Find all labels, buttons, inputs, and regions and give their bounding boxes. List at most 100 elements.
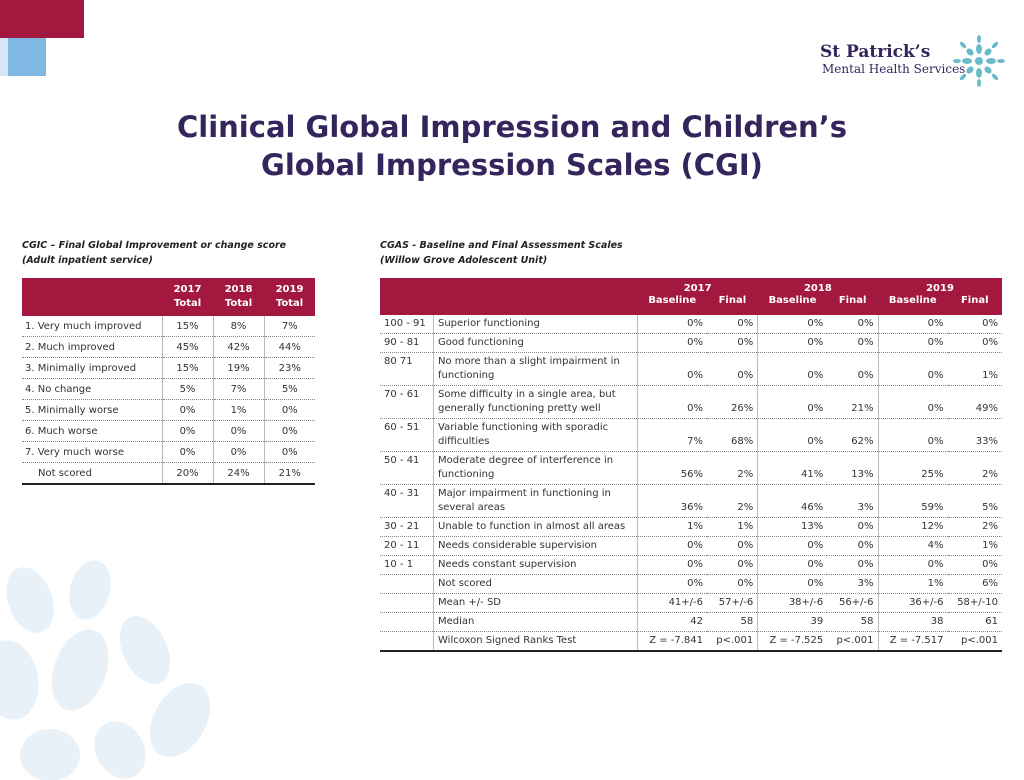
cgas-range: 40 - 31 [380,484,434,518]
cgic-row-label: 1. Very much improved [22,316,163,337]
cgic-cell: 0% [162,420,214,442]
cgas-cell: 1% [947,536,1002,556]
cgic-header-label: Total [173,298,202,309]
cgic-caption-line-2: (Adult inpatient service) [22,255,153,266]
corner-square [8,0,84,38]
cgas-cell: 0% [757,315,828,334]
table-row: Median 42 58 39 58 38 61 [380,612,1002,632]
corner-square [8,38,46,76]
cgas-cell: 0% [757,333,828,353]
cgas-cell: 0% [827,352,879,386]
cgas-cell: 3% [827,484,879,518]
cgic-cell: 44% [264,336,315,358]
cgic-cell: 0% [264,441,315,463]
page-title: Clinical Global Impression and Children’… [100,108,924,184]
cgas-cell: 56% [637,451,708,485]
cgas-header-final: Final [707,295,758,315]
cgic-cell: 1% [213,399,265,421]
cgas-cell: 0% [878,315,948,334]
cgas-description: Moderate degree of interference in funct… [433,451,638,485]
cgas-description: Median [433,612,638,632]
cgic-row-label: 3. Minimally improved [22,357,163,379]
cgas-cell: 0% [757,555,828,575]
cgas-description: Wilcoxon Signed Ranks Test [433,631,638,652]
table-row: 60 - 51 Variable functioning with sporadi… [380,418,1002,452]
table-row: 1. Very much improved 15% 8% 7% [22,316,315,337]
cgas-cell: 38 [878,612,948,632]
cgas-description: No more than a slight impairment in func… [433,352,638,386]
cgas-cell: 0% [878,333,948,353]
cgas-cell: 0% [757,385,828,419]
cgas-cell: 0% [637,536,708,556]
cgas-header-blank [433,278,638,315]
cgas-range: 70 - 61 [380,385,434,419]
cgas-cell: 3% [827,574,879,594]
cgic-cell: 5% [162,378,214,400]
cgas-cell: 2% [707,484,759,518]
table-row: 10 - 1 Needs constant supervision 0% 0% 0% 0%… [380,555,1002,575]
cgas-caption-line-1: CGAS - Baseline and Final Assessment Sca… [380,240,623,251]
cgic-header-year: 2019 [275,284,304,295]
cgas-header-final: Final [947,295,1002,315]
logo-name: St Patrick’s [820,42,931,62]
cgas-cell: 58+/-10 [947,593,1002,613]
cgas-cell: 0% [757,352,828,386]
cgic-header-year: 2018 [224,284,253,295]
cgas-description: Major impairment in functioning in sever… [433,484,638,518]
cgas-range [380,612,434,632]
cgas-cell: 26% [707,385,759,419]
cgas-cell: 61 [947,612,1002,632]
cgic-cell: 15% [162,357,214,379]
cgic-cell: 19% [213,357,265,379]
cgas-cell: 0% [707,555,759,575]
title-line-2: Global Impression Scales (CGI) [261,148,763,182]
table-row: 40 - 31 Major impairment in functioning i… [380,484,1002,518]
cgas-cell: 13% [757,517,828,537]
cgas-cell: 0% [757,536,828,556]
cgas-cell: 0% [707,333,759,353]
cgic-cell: 0% [213,420,265,442]
table-row: 90 - 81 Good functioning 0% 0% 0% 0% 0% 0% [380,333,1002,353]
cgas-cell: 6% [947,574,1002,594]
table-row: 50 - 41 Moderate degree of interference i… [380,451,1002,485]
cgas-description: Variable functioning with sporadic diffi… [433,418,638,452]
cgas-range [380,631,434,652]
cgas-cell: 58 [707,612,759,632]
cgic-cell: 0% [264,420,315,442]
cgas-range [380,593,434,613]
cgas-header-row-years: 2017 2018 2019 [380,278,1002,315]
cgas-cell: 0% [878,385,948,419]
cgas-table: 2017 2018 2019 Baseline Final Baseline F… [380,278,1002,652]
cgas-cell: 1% [878,574,948,594]
cgic-cell: 8% [213,316,265,337]
cgic-cell: 20% [162,462,214,485]
cgas-header-year-2019: 2019 [878,278,1002,295]
cgas-cell: 0% [947,333,1002,353]
cgas-cell: 0% [827,333,879,353]
cgas-cell: Z = -7.525 [757,631,828,652]
cgic-row-label: 7. Very much worse [22,441,163,463]
cgas-cell: p<.001 [827,631,879,652]
cgic-cell: 7% [264,316,315,337]
cgic-cell: 0% [264,399,315,421]
cgas-cell: 13% [827,451,879,485]
cgas-caption: CGAS - Baseline and Final Assessment Sca… [380,238,623,268]
cgas-cell: 4% [878,536,948,556]
cgas-cell: 0% [637,555,708,575]
cgas-cell: 1% [947,352,1002,386]
cgic-row-label: 5. Minimally worse [22,399,163,421]
cgas-description: Unable to function in almost all areas [433,517,638,537]
cgas-cell: 36% [637,484,708,518]
cgas-cell: 68% [707,418,759,452]
cgic-cell: 7% [213,378,265,400]
cgas-range: 50 - 41 [380,451,434,485]
cgic-header-label: Total [275,298,304,309]
cgas-range: 60 - 51 [380,418,434,452]
cgas-range [380,574,434,594]
cgas-caption-line-2: (Willow Grove Adolescent Unit) [380,255,548,266]
cgas-cell: 0% [637,352,708,386]
cgas-cell: p<.001 [707,631,759,652]
flower-icon [953,35,1005,87]
cgic-header-2017: 2017 Total [162,278,213,316]
cgic-header-blank [22,278,162,316]
